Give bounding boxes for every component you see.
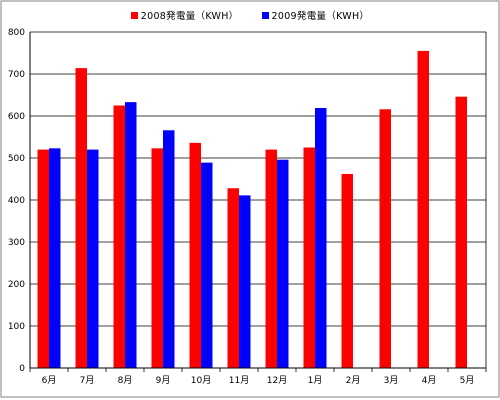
y-tick-label: 200 xyxy=(8,280,25,290)
bar-2008 xyxy=(37,149,49,368)
y-tick-label: 700 xyxy=(8,70,25,80)
y-tick-label: 400 xyxy=(8,196,25,206)
x-tick-label: 1月 xyxy=(308,375,323,386)
bar-2008 xyxy=(455,96,467,369)
x-tick-label: 8月 xyxy=(118,375,133,386)
legend-label-2008: 2008発電量（KWH） xyxy=(140,11,239,22)
x-tick-label: 3月 xyxy=(384,375,399,386)
x-tick-label: 10月 xyxy=(191,375,211,386)
y-tick-label: 0 xyxy=(19,364,25,374)
x-tick-label: 2月 xyxy=(346,375,361,386)
bar-2008 xyxy=(75,68,87,369)
x-tick-label: 7月 xyxy=(80,375,95,386)
bar-2008 xyxy=(265,149,277,368)
bar-2008 xyxy=(379,109,391,368)
y-tick-label: 600 xyxy=(8,112,25,122)
x-tick-label: 6月 xyxy=(42,375,57,386)
x-tick-label: 12月 xyxy=(267,375,287,386)
y-tick-label: 800 xyxy=(8,28,25,38)
bar-2008 xyxy=(341,173,353,368)
bar-2008 xyxy=(303,147,315,368)
bar-2008 xyxy=(113,105,125,368)
x-tick-label: 11月 xyxy=(229,375,249,386)
legend-item-2009: 2009発電量（KWH） xyxy=(261,8,370,22)
bars xyxy=(37,50,467,369)
legend-item-2008: 2008発電量（KWH） xyxy=(130,8,239,22)
bar-2008 xyxy=(417,50,429,369)
bar-2009 xyxy=(315,108,327,369)
x-tick-label: 9月 xyxy=(156,375,171,386)
bar-2008 xyxy=(189,142,201,368)
bar-2009 xyxy=(239,195,251,368)
legend-label-2009: 2009発電量（KWH） xyxy=(271,11,370,22)
bar-2009 xyxy=(163,130,175,368)
bar-2008 xyxy=(227,188,239,368)
x-tick-label: 5月 xyxy=(460,375,475,386)
bar-2009 xyxy=(49,148,61,368)
legend-swatch-2009 xyxy=(261,11,269,19)
bar-2009 xyxy=(201,162,213,368)
x-tick-label: 4月 xyxy=(422,375,437,386)
y-tick-label: 500 xyxy=(8,154,25,164)
tick-labels: 0 100 200 300 400 500 600 700 800 6月 7月 8月 9月 10月 11月 1… xyxy=(8,28,475,386)
legend-swatch-2008 xyxy=(130,11,138,19)
bar-2008 xyxy=(151,148,163,368)
bar-2009 xyxy=(87,149,99,368)
bar-2009 xyxy=(125,102,137,368)
y-tick-label: 100 xyxy=(8,322,25,332)
bar-2009 xyxy=(277,159,289,368)
legend: 2008発電量（KWH） 2009発電量（KWH） xyxy=(0,8,500,22)
y-tick-label: 300 xyxy=(8,238,25,248)
